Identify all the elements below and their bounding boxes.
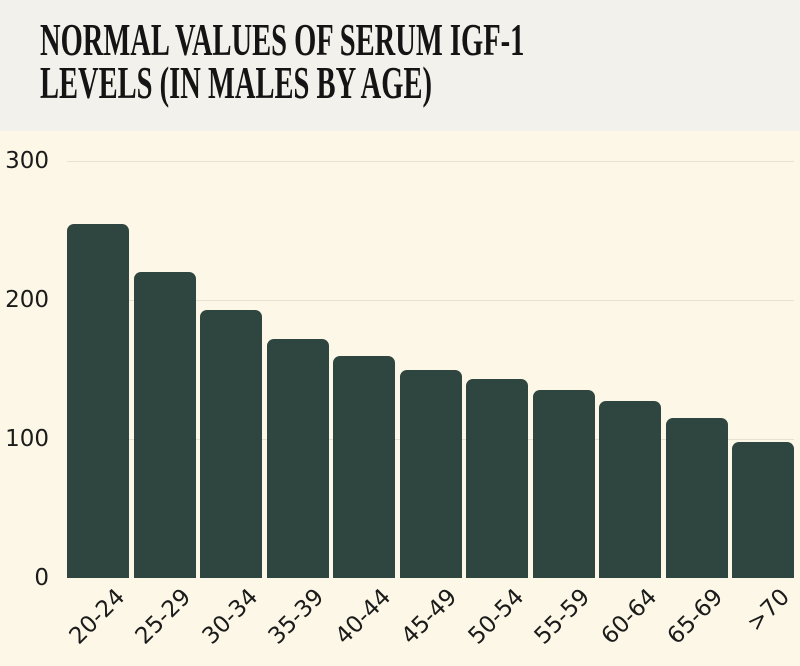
bar-25-29	[134, 272, 196, 578]
chart-area: 0 100 200 300 20-24 25-29 30-34 35-39 40-44 45-49…	[0, 131, 800, 666]
bar-30-34	[200, 310, 262, 578]
x-axis-label-55-59: 55-59	[529, 584, 596, 650]
bar-60-64	[599, 401, 661, 578]
gridline-200	[67, 300, 794, 301]
chart-title: NORMAL VALUES OF SERUM IGF-1 LEVELS (IN …	[40, 14, 525, 108]
title-area: NORMAL VALUES OF SERUM IGF-1 LEVELS (IN …	[0, 0, 800, 131]
x-axis-label-20-24: 20-24	[64, 584, 131, 650]
bar-40-44	[333, 356, 395, 578]
bar->70	[732, 442, 794, 578]
bar-55-59	[533, 390, 595, 578]
x-axis-label-60-64: 60-64	[596, 584, 663, 650]
y-axis-label-300: 300	[5, 148, 49, 174]
bar-20-24	[67, 224, 129, 578]
y-axis-label-0: 0	[34, 565, 49, 591]
x-axis-label-50-54: 50-54	[463, 584, 530, 650]
x-axis-label-65-69: 65-69	[662, 584, 729, 650]
x-axis-label-40-44: 40-44	[330, 584, 397, 650]
chart-title-line-2: LEVELS (IN MALES BY AGE)	[40, 57, 432, 108]
x-axis-label-30-34: 30-34	[197, 584, 264, 650]
bar-35-39	[267, 339, 329, 578]
bar-50-54	[466, 379, 528, 578]
y-axis-label-200: 200	[5, 287, 49, 313]
x-axis-label->70: >70	[742, 584, 796, 637]
x-axis-label-25-29: 25-29	[130, 584, 197, 650]
bar-65-69	[666, 418, 728, 578]
gridline-300	[67, 161, 794, 162]
x-axis-label-35-39: 35-39	[263, 584, 330, 650]
bar-45-49	[400, 370, 462, 578]
x-axis-label-45-49: 45-49	[396, 584, 463, 650]
y-axis-label-100: 100	[5, 426, 49, 452]
chart-title-line-1: NORMAL VALUES OF SERUM IGF-1	[40, 14, 525, 65]
